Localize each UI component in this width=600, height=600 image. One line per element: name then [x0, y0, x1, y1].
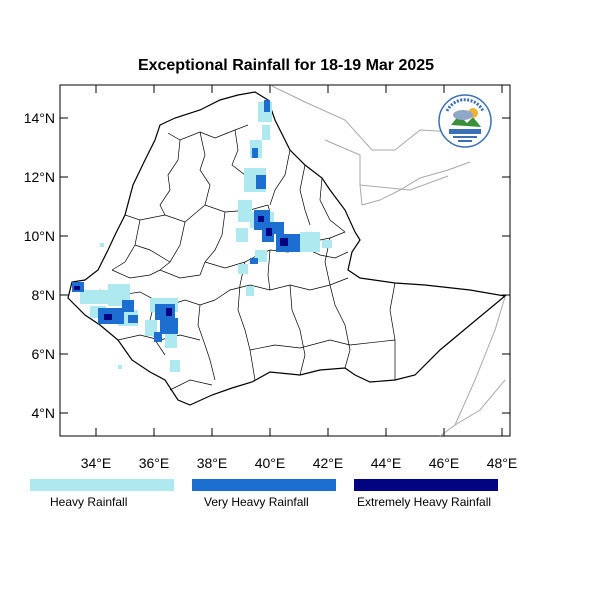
y-axis — [60, 117, 510, 414]
x-tick-label: 40°E — [255, 455, 286, 471]
y-tick-label: 10°N — [24, 228, 55, 244]
neighbor-borders — [271, 85, 506, 437]
legend-swatch-very-heavy — [192, 479, 336, 491]
legend-label-very-heavy: Very Heavy Rainfall — [204, 495, 309, 509]
legend-swatch-extremely-heavy — [354, 479, 498, 491]
x-tick-label: 48°E — [487, 455, 518, 471]
y-tick-label: 12°N — [24, 169, 55, 185]
country-outline — [67, 91, 507, 406]
x-tick-label: 34°E — [81, 455, 112, 471]
y-tick-label: 6°N — [32, 346, 56, 362]
legend-label-extremely-heavy: Extremely Heavy Rainfall — [357, 495, 492, 509]
x-tick-label: 44°E — [371, 455, 402, 471]
y-tick-label: 14°N — [24, 110, 55, 126]
legend-swatch-heavy — [30, 479, 174, 491]
legend-label-heavy: Heavy Rainfall — [50, 495, 128, 509]
x-tick-label: 46°E — [429, 455, 460, 471]
x-tick-label: 36°E — [139, 455, 170, 471]
plot-frame — [59, 84, 511, 437]
x-tick-label: 38°E — [197, 455, 228, 471]
x-tick-label: 42°E — [313, 455, 344, 471]
map-title: Exceptional Rainfall for 18-19 Mar 2025 — [137, 57, 435, 74]
institute-logo — [438, 94, 492, 148]
y-tick-label: 8°N — [32, 287, 56, 303]
y-tick-label: 4°N — [32, 405, 56, 421]
rainfall-cells — [72, 100, 332, 372]
x-axis — [95, 85, 503, 436]
